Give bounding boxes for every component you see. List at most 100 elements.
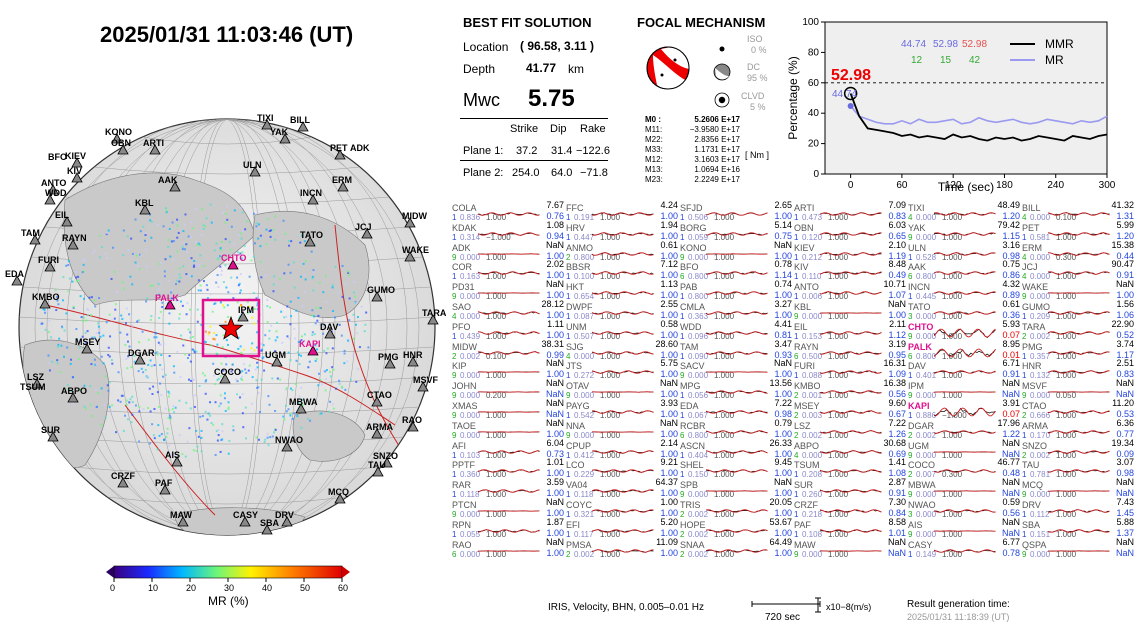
mr-pixel (239, 291, 242, 294)
station-value-a: 0.000 (1030, 213, 1051, 222)
mr-pixel (285, 315, 288, 318)
station-value-a: 0.006 (802, 292, 823, 302)
mr-pixel (163, 270, 166, 273)
mr-pixel (259, 260, 262, 263)
station-code: TRIS (680, 500, 701, 510)
mr-pixel (285, 387, 288, 390)
station-mr-value: 1.00 (774, 527, 792, 538)
station-mr-value: 1.00 (660, 508, 678, 518)
station-panel-hkt: HKT 1.13 1.00 1 0.654 1.000 (566, 279, 680, 305)
mr-pixel (239, 206, 242, 209)
mr-pixel (206, 288, 209, 291)
station-waveform (592, 431, 654, 433)
mr-pixel (56, 359, 59, 362)
station-value-a: 0.170 (1030, 430, 1051, 440)
mr-pixel (287, 408, 290, 411)
station-weight-code: 1 (566, 450, 571, 460)
mr-pixel (281, 341, 284, 344)
mr-pixel (216, 379, 219, 382)
chart-xtick-label: 120 (945, 180, 962, 191)
mr-pixel (203, 374, 206, 377)
mr-pixel (233, 209, 236, 212)
mr-pixel (178, 273, 181, 276)
mr-pixel (127, 249, 130, 252)
mr-pixel (153, 437, 156, 440)
map-station-snzo: SNZO (373, 451, 399, 461)
mr-pixel (219, 394, 222, 397)
mr-pixel (325, 369, 328, 372)
station-waveform (820, 271, 882, 276)
chart-bottom-1: 12 (911, 55, 923, 66)
station-triangle-icon (47, 431, 59, 442)
mr-pixel (324, 370, 327, 373)
station-value-b: 1.000 (1056, 411, 1077, 420)
station-mr-value: 1.00 (774, 310, 792, 320)
chart-bottom-2: 15 (940, 55, 952, 66)
station-triangle-icon (297, 121, 309, 132)
station-mr-value: 1.12 (888, 329, 906, 340)
mr-pixel (355, 323, 358, 326)
synthetic-trace (592, 311, 654, 315)
station-triangle-icon (381, 457, 393, 468)
station-code: TIXI (908, 203, 925, 213)
station-triangle-icon (334, 493, 346, 504)
station-waveform (478, 489, 540, 493)
mr-pixel (195, 240, 198, 243)
synthetic-trace (592, 548, 654, 553)
station-panel-cola: COLA 7.67 0.76 1 0.836 1.000 (452, 200, 566, 226)
station-waveform (1048, 350, 1110, 355)
mr-pixel (44, 328, 47, 331)
mr-pixel (204, 380, 207, 383)
mr-pixel (94, 363, 97, 366)
mr-pixel (241, 375, 244, 378)
station-value-a: 0.507 (574, 331, 595, 341)
mr-pixel (349, 378, 352, 381)
mr-pixel (167, 390, 170, 393)
station-panel-arti: ARTI 7.09 0.83 1 0.473 1.000 (794, 200, 908, 226)
station-weight-code: 2 (1022, 450, 1027, 460)
station-code: KDAK (452, 222, 477, 233)
station-weight-code: 1 (908, 292, 913, 302)
mr-pixel (237, 234, 240, 237)
mr-pixel (182, 338, 185, 341)
mr-pixel (325, 301, 328, 304)
station-value-a: 0.412 (574, 450, 595, 460)
station-weight-code: 1 (1022, 232, 1027, 242)
station-value-b: 1.000 (486, 312, 507, 321)
station-variance-reduction: 3.27 (774, 299, 792, 309)
station-value-b: 1.000 (600, 450, 621, 460)
moment-value: 2.2249 E+17 (694, 175, 740, 184)
station-waveform (592, 489, 654, 493)
station-triangle-icon (71, 172, 83, 183)
mr-pixel (287, 239, 290, 242)
plane1-strike: 37.2 (516, 145, 538, 157)
station-mr-value: 1.00 (888, 310, 906, 320)
station-weight-code: 1 (566, 272, 571, 282)
mr-pixel (256, 346, 259, 349)
mr-pixel (129, 398, 132, 401)
mr-pixel (229, 248, 232, 251)
station-waveform (592, 212, 654, 216)
station-mr-value: 1.00 (774, 488, 792, 499)
mr-pixel (110, 319, 113, 322)
station-weight-code: 6 (680, 430, 685, 440)
station-variance-reduction: NaN (1001, 378, 1020, 389)
station-variance-reduction: NaN (1001, 477, 1020, 488)
mr-pixel (240, 351, 243, 354)
dc-value: 95 % (747, 73, 768, 83)
mr-pixel (220, 362, 223, 365)
mr-pixel (240, 237, 243, 240)
station-waveform (934, 490, 996, 492)
station-mr-value: 1.07 (888, 290, 906, 301)
mr-pixel (168, 312, 171, 315)
station-value-a: 0.000 (460, 252, 481, 262)
station-variance-reduction: 3.19 (888, 338, 906, 349)
station-panel-anmo: ANMO 0.61 1.00 2 0.800 1.000 (566, 240, 680, 266)
map-station-bfo: BFO (48, 152, 67, 162)
mr-pixel (42, 308, 45, 311)
station-value-b: 1.000 (486, 529, 507, 539)
station-weight-code: 9 (794, 312, 799, 321)
mr-pixel (204, 392, 207, 395)
synthetic-trace (1048, 271, 1110, 276)
station-waveform (706, 469, 768, 474)
